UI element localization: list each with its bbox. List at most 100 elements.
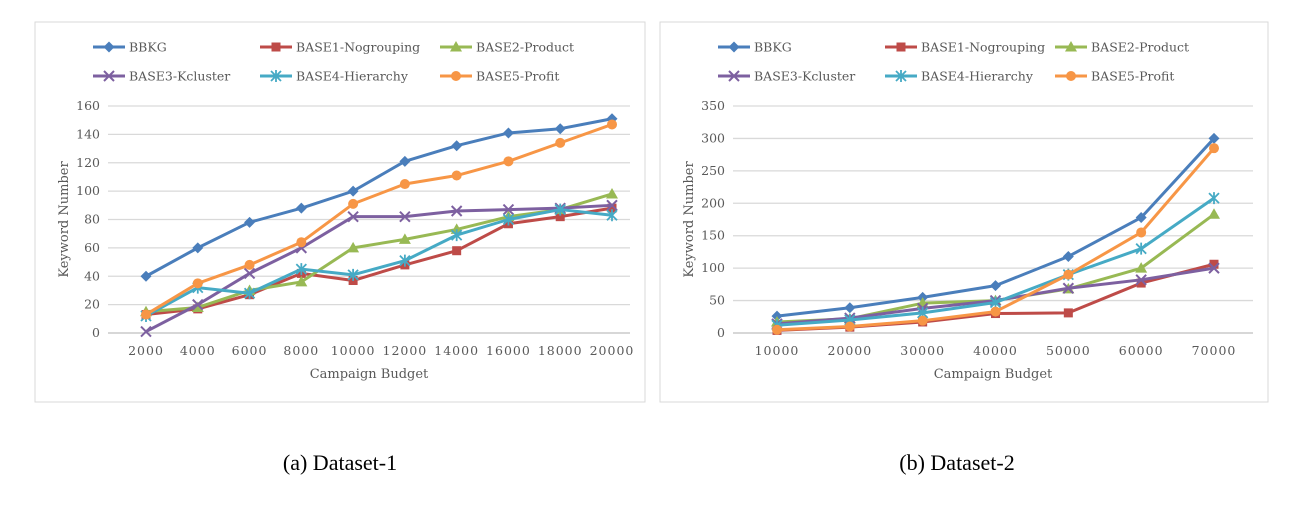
y-tick-label: 60 bbox=[84, 240, 100, 255]
square-marker bbox=[452, 246, 462, 256]
x-marker bbox=[399, 210, 411, 223]
y-tick-label: 200 bbox=[701, 195, 725, 210]
legend-label: BASE2-Product bbox=[1091, 40, 1189, 55]
chart-panel-1: 0 20 40 60 80 100 120 140 160 2000 4000 6000 8000 100… bbox=[34, 21, 646, 403]
diamond-marker bbox=[244, 216, 256, 228]
star-marker bbox=[1208, 192, 1220, 205]
series-base5-profit bbox=[141, 119, 617, 320]
legend-label: BASE5-Profit bbox=[1091, 69, 1174, 84]
square-marker bbox=[555, 212, 565, 222]
y-tick-label: 80 bbox=[84, 212, 100, 227]
star-marker bbox=[347, 268, 359, 281]
legend-item: BASE1-Nogrouping bbox=[885, 40, 1045, 55]
square-marker bbox=[607, 203, 617, 213]
y-tick-label: 100 bbox=[76, 183, 100, 198]
diamond-marker bbox=[295, 202, 307, 214]
chart-panel-2: 0 50 100 150 200 250 300 350 10000 20000 30000 4000… bbox=[659, 21, 1269, 403]
x-marker bbox=[192, 298, 204, 311]
y-tick-label: 140 bbox=[76, 126, 100, 141]
legend-label: BASE4-Hierarchy bbox=[921, 69, 1034, 84]
x-tick-label: 30000 bbox=[900, 343, 945, 358]
star-marker bbox=[554, 203, 566, 216]
x-marker bbox=[502, 203, 515, 216]
triangle-marker bbox=[606, 187, 618, 199]
x-marker bbox=[1062, 282, 1075, 294]
diamond-marker bbox=[103, 41, 115, 53]
x-axis-label: Campaign Budget bbox=[310, 367, 429, 382]
x-marker bbox=[103, 70, 115, 82]
x-tick-label: 12000 bbox=[383, 343, 428, 358]
y-tick-label: 160 bbox=[76, 98, 100, 113]
circle-marker bbox=[772, 324, 782, 335]
circle-marker bbox=[1066, 71, 1076, 81]
x-tick-label: 10000 bbox=[331, 343, 376, 358]
x-marker bbox=[1135, 274, 1147, 286]
circle-marker bbox=[348, 198, 359, 209]
legend-item: BASE3-Kcluster bbox=[93, 69, 230, 84]
series-line bbox=[145, 117, 613, 278]
x-marker bbox=[140, 325, 152, 338]
circle-marker bbox=[607, 119, 617, 130]
star-marker bbox=[606, 209, 618, 222]
star-marker bbox=[502, 213, 515, 226]
series-line bbox=[145, 123, 613, 316]
legend-label: BBKG bbox=[129, 40, 167, 55]
legend-label: BASE5-Profit bbox=[476, 69, 559, 84]
diamond-marker bbox=[192, 242, 204, 254]
legend-item: BASE2-Product bbox=[440, 40, 574, 55]
x-marker bbox=[347, 210, 359, 223]
series-line bbox=[145, 208, 613, 318]
diamond-marker bbox=[728, 41, 740, 53]
x-marker bbox=[728, 70, 740, 82]
y-axis-label: Keyword Number bbox=[57, 161, 72, 278]
diamond-marker bbox=[399, 155, 411, 167]
circle-marker bbox=[192, 278, 203, 289]
triangle-marker bbox=[1065, 41, 1077, 52]
triangle-marker bbox=[295, 275, 308, 287]
diamond-marker bbox=[990, 280, 1001, 292]
y-tick-label: 100 bbox=[701, 260, 725, 275]
legend-item: BASE2-Product bbox=[1055, 40, 1189, 55]
legend-item: BASE3-Kcluster bbox=[718, 69, 855, 84]
y-tick-label: 300 bbox=[701, 130, 725, 145]
legend-item: BBKG bbox=[93, 40, 167, 55]
y-tick-label: 20 bbox=[84, 297, 100, 312]
legend-item: BASE1-Nogrouping bbox=[260, 40, 420, 55]
star-marker bbox=[295, 263, 307, 276]
circle-marker bbox=[1063, 269, 1074, 280]
x-tick-label: 50000 bbox=[1046, 343, 1091, 358]
x-tick-label: 4000 bbox=[180, 343, 216, 358]
star-marker bbox=[243, 287, 256, 300]
triangle-marker bbox=[450, 41, 462, 52]
x-tick-label: 8000 bbox=[283, 343, 319, 358]
diamond-marker bbox=[1062, 250, 1074, 262]
circle-marker bbox=[244, 259, 255, 270]
star-marker bbox=[399, 254, 411, 267]
y-axis-label: Keyword Number bbox=[682, 161, 697, 278]
x-tick-label: 40000 bbox=[973, 343, 1018, 358]
legend-label: BASE1-Nogrouping bbox=[921, 40, 1045, 55]
y-tick-label: 250 bbox=[701, 163, 725, 178]
figure-caption: (b) Dataset-2 bbox=[899, 450, 1014, 475]
circle-marker bbox=[555, 137, 566, 148]
legend-label: BBKG bbox=[754, 40, 792, 55]
x-marker bbox=[450, 205, 463, 217]
legend-item: BASE4-Hierarchy bbox=[885, 69, 1034, 84]
square-marker bbox=[1063, 308, 1073, 318]
diamond-marker bbox=[347, 185, 359, 197]
triangle-marker bbox=[347, 241, 360, 253]
x-tick-label: 14000 bbox=[434, 343, 479, 358]
circle-marker bbox=[917, 315, 928, 326]
legend-item: BASE5-Profit bbox=[1055, 69, 1174, 84]
circle-marker bbox=[1136, 227, 1147, 238]
y-tick-label: 150 bbox=[701, 228, 725, 243]
diamond-marker bbox=[140, 270, 152, 282]
legend-item: BASE5-Profit bbox=[440, 69, 559, 84]
x-tick-label: 20000 bbox=[590, 343, 635, 358]
diamond-marker bbox=[554, 123, 566, 135]
y-tick-label: 40 bbox=[84, 268, 100, 283]
y-tick-label: 0 bbox=[92, 325, 100, 340]
series-base5-profit bbox=[772, 143, 1219, 335]
diamond-marker bbox=[451, 140, 463, 152]
